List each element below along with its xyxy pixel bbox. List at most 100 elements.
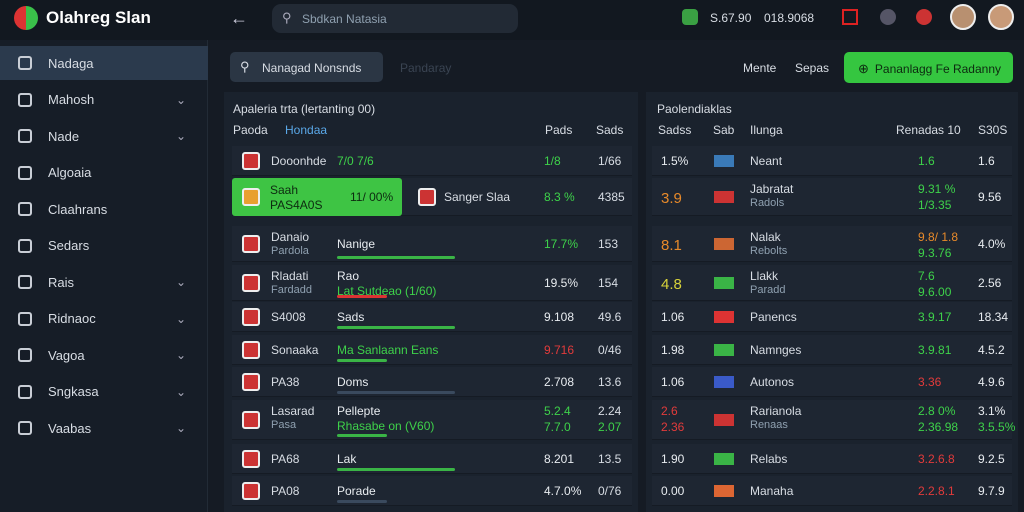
nav-item[interactable]: Vagoa ⌄ (0, 338, 208, 372)
logo (14, 6, 38, 30)
nav-item[interactable]: Sedars (0, 229, 208, 263)
nav-item[interactable]: Rais ⌄ (0, 265, 208, 299)
table-row[interactable] (652, 146, 1012, 176)
value: 153 (598, 237, 619, 251)
value: 1/66 (598, 154, 622, 168)
nav-item[interactable]: Sngkasa ⌄ (0, 375, 208, 409)
nav-item[interactable]: Claahrans (0, 192, 208, 226)
rank: 1.06 (661, 375, 685, 389)
value: 9.31 % (918, 182, 956, 196)
value: 2.2.8.1 (918, 484, 955, 498)
table-row[interactable] (232, 335, 632, 365)
value: 2.24 (598, 404, 622, 418)
value: 9.6.00 (918, 285, 952, 299)
detail: Ma Sanlaann Eans (337, 343, 439, 357)
column-header: Renadas 10 (896, 123, 961, 137)
table-row[interactable] (652, 400, 1012, 440)
nav-item[interactable]: Vaabas ⌄ (0, 411, 208, 445)
table-row[interactable] (652, 335, 1012, 365)
team-name: PA38 (271, 375, 300, 389)
nav-item[interactable]: Mahosh ⌄ (0, 83, 208, 117)
flag (714, 344, 734, 356)
nav-label: Vagoa (48, 347, 85, 363)
team-name: S4008 (271, 310, 306, 324)
column-header: Sadss (658, 123, 692, 137)
flag (714, 485, 734, 497)
team-name: Nalak (750, 230, 781, 244)
detail-sub: Lat Sutdeao (1/60) (337, 284, 437, 298)
team-sub: Pasa (271, 419, 297, 431)
team-name: PA08 (271, 484, 300, 498)
value: 1.6 (978, 154, 995, 168)
search-text: Sbdkan Natasia (302, 12, 387, 26)
link[interactable]: Mente (743, 61, 777, 75)
nav-label: Algoaia (48, 165, 92, 180)
column-header: Sab (713, 123, 735, 137)
icon[interactable] (916, 9, 932, 25)
nav-item[interactable]: Nade ⌄ (0, 119, 208, 153)
table-row[interactable] (652, 302, 1012, 332)
panel-title: Paolendiaklas (657, 102, 732, 116)
nav-item[interactable]: Ridnaoc ⌄ (0, 302, 208, 336)
avatar[interactable] (950, 4, 976, 30)
team-name: Panencs (750, 310, 797, 324)
team-name: Neant (750, 154, 783, 168)
rank: 1.98 (661, 343, 685, 357)
back-button[interactable]: ← (230, 8, 248, 28)
table-row[interactable] (232, 146, 632, 176)
team-name: Danaio (271, 230, 310, 244)
table-row[interactable] (652, 265, 1012, 301)
nav-item[interactable]: Nadaga (0, 46, 208, 80)
table-row[interactable] (232, 265, 632, 301)
table-row[interactable] (232, 400, 632, 440)
table-row[interactable] (652, 476, 1012, 506)
team-name: Sonaaka (271, 343, 319, 357)
rank: 4.8 (661, 276, 682, 293)
rank: 3.9 (661, 190, 682, 207)
team-sub: Renaas (750, 419, 788, 431)
column-header: Hondaa (285, 123, 328, 137)
value: 3.5.5% (978, 420, 1016, 434)
nav-icon (18, 92, 32, 107)
table-row[interactable] (652, 367, 1012, 397)
primary-button[interactable]: ⊕ Pananlagg Fe Radanny (844, 52, 1013, 83)
progress (337, 500, 387, 503)
table-row[interactable] (652, 178, 1012, 216)
toolbar-search[interactable]: ⚲ Nanagad Nonsnds (230, 52, 383, 82)
link[interactable]: Sepas (795, 61, 830, 75)
nav-label: Rais (48, 274, 75, 290)
nav-label: Mahosh (48, 92, 95, 107)
table-row[interactable] (232, 476, 632, 506)
detail: Sanger Slaa (444, 190, 511, 204)
avatar[interactable] (988, 4, 1014, 30)
value: 4.0% (978, 237, 1006, 251)
value: 0/46 (598, 343, 622, 357)
search-text: Nanagad Nonsnds (262, 61, 362, 75)
rank: 0.00 (661, 484, 685, 498)
team-icon (242, 152, 260, 170)
value: 3.36 (918, 375, 942, 389)
value: 2.56 (978, 276, 1002, 290)
value: 1.6 (918, 154, 935, 168)
team-name: Rarianola (750, 404, 802, 418)
value: 3.9.81 (918, 343, 952, 357)
value: 7.6 (918, 269, 935, 283)
rank: 1.5% (661, 154, 689, 168)
search-box[interactable]: ⚲ Sbdkan Natasia (272, 4, 518, 33)
icon[interactable] (880, 9, 896, 25)
value: 8.3 % (544, 190, 575, 204)
nav-icon (18, 275, 32, 289)
progress (337, 295, 387, 298)
chevron: ⌄ (175, 129, 186, 143)
nav-item[interactable]: Algoaia (0, 156, 208, 190)
detail: Lak (337, 452, 357, 466)
icon[interactable] (842, 9, 858, 25)
table-row[interactable] (652, 444, 1012, 474)
value: 18.34 (978, 310, 1009, 324)
team-icon (242, 274, 260, 292)
table-row[interactable] (652, 226, 1012, 262)
stat: S.67.90 (710, 11, 752, 25)
team-name: PA68 (271, 452, 300, 466)
flag (714, 311, 734, 323)
